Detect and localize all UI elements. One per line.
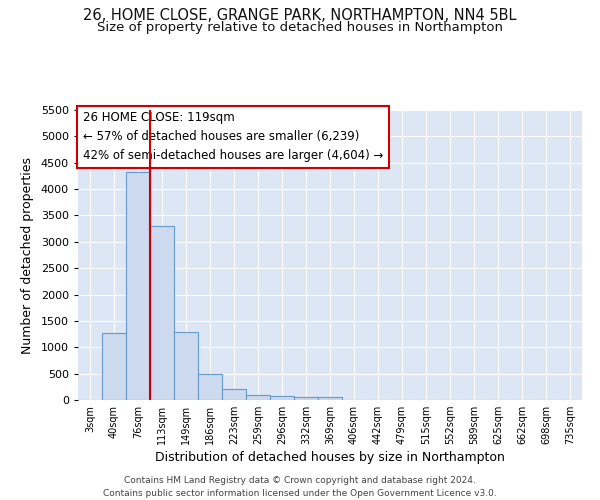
Text: Size of property relative to detached houses in Northampton: Size of property relative to detached ho… bbox=[97, 21, 503, 34]
Text: 26, HOME CLOSE, GRANGE PARK, NORTHAMPTON, NN4 5BL: 26, HOME CLOSE, GRANGE PARK, NORTHAMPTON… bbox=[83, 8, 517, 22]
Bar bbox=[198, 374, 222, 400]
Bar bbox=[150, 226, 174, 400]
Y-axis label: Number of detached properties: Number of detached properties bbox=[21, 156, 34, 354]
Bar bbox=[174, 332, 198, 400]
X-axis label: Distribution of detached houses by size in Northampton: Distribution of detached houses by size … bbox=[155, 452, 505, 464]
Text: 26 HOME CLOSE: 119sqm
← 57% of detached houses are smaller (6,239)
42% of semi-d: 26 HOME CLOSE: 119sqm ← 57% of detached … bbox=[83, 112, 383, 162]
Bar bbox=[270, 396, 294, 400]
Bar bbox=[126, 172, 150, 400]
Bar bbox=[222, 388, 246, 400]
Bar bbox=[294, 397, 318, 400]
Bar bbox=[318, 397, 342, 400]
Text: Contains HM Land Registry data © Crown copyright and database right 2024.
Contai: Contains HM Land Registry data © Crown c… bbox=[103, 476, 497, 498]
Bar bbox=[102, 333, 126, 400]
Bar bbox=[246, 396, 270, 400]
